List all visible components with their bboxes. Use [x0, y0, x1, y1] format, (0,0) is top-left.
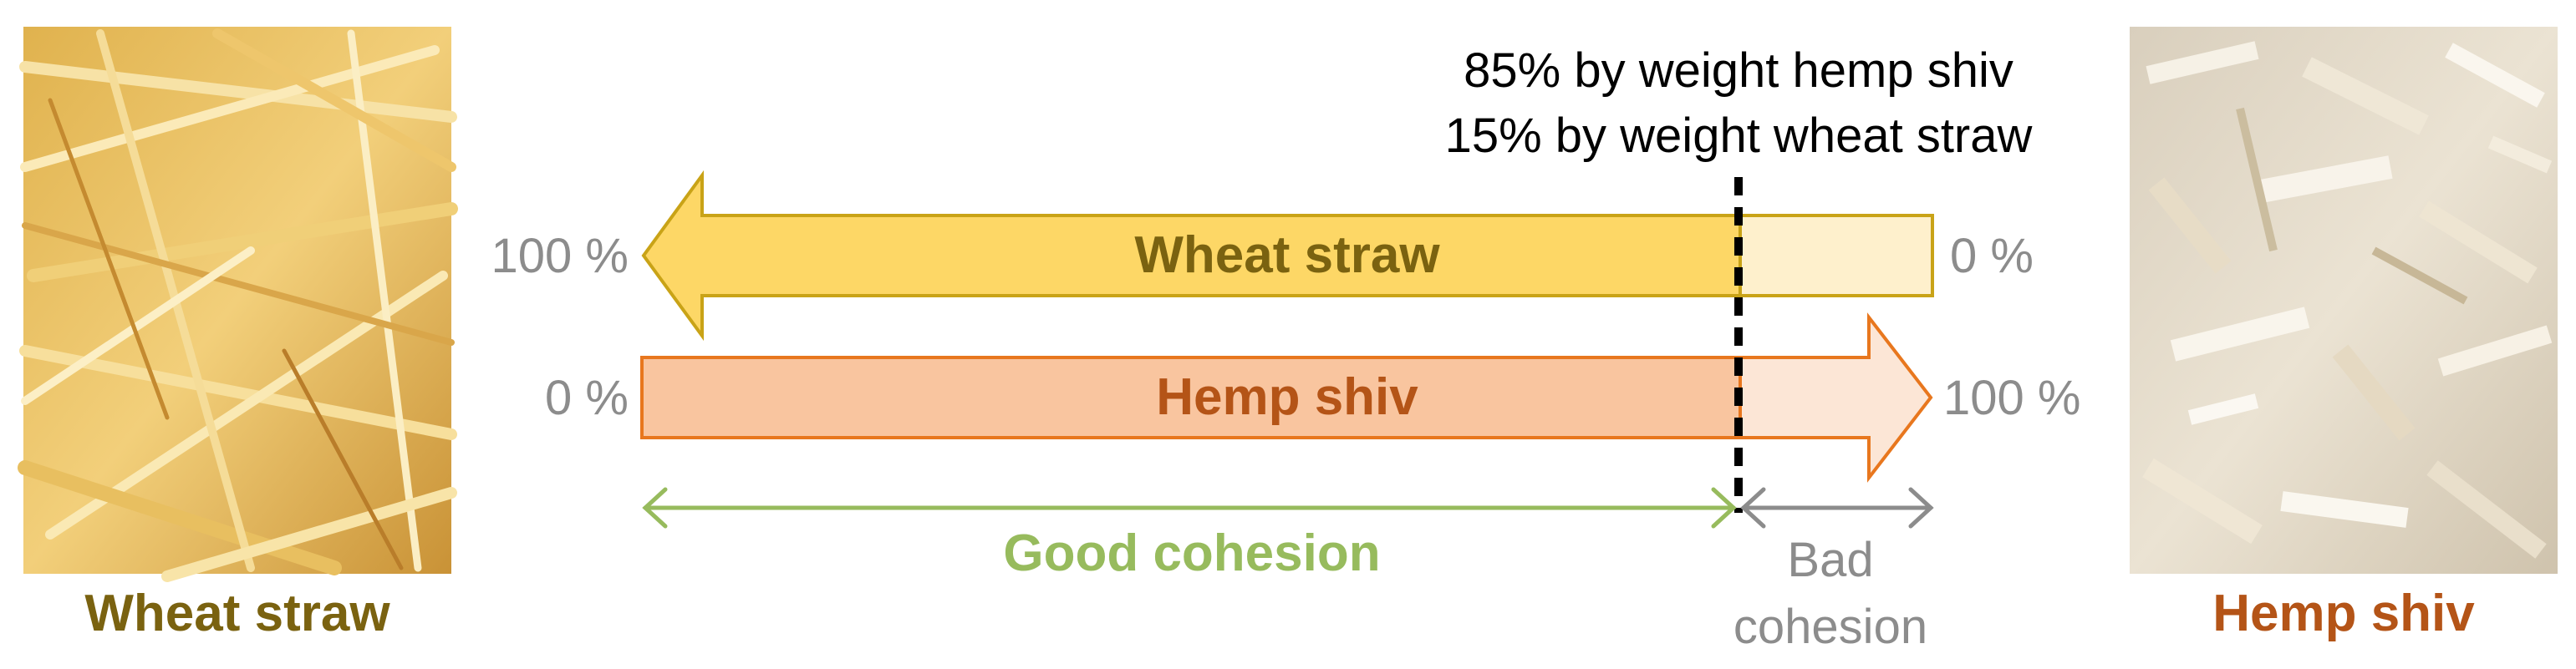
- wheat-arrow-remaining-segment: [1739, 214, 1934, 297]
- wheat-straw-caption: Wheat straw: [84, 585, 390, 642]
- hemp-arrow-remaining-segment: [1739, 312, 1933, 483]
- good-cohesion-label: Good cohesion: [1003, 525, 1380, 582]
- bad-cohesion-range: [1740, 487, 1934, 529]
- mix-note-line1: 85% by weight hemp shiv: [1464, 43, 2013, 98]
- wheat-right-percent: 0 %: [1950, 229, 2034, 283]
- hemp-shiv-photo: [2130, 27, 2558, 574]
- wheat-straw-arrow: Wheat straw: [641, 170, 1934, 342]
- wheat-left-percent: 100 %: [491, 229, 629, 283]
- hemp-right-percent: 100 %: [1943, 371, 2080, 425]
- hemp-shiv-arrow: Hemp shiv: [640, 312, 1933, 483]
- good-cohesion-range: [642, 487, 1737, 529]
- mix-note-line2: 15% by weight wheat straw: [1445, 109, 2034, 163]
- bad-cohesion-label-line2: cohesion: [1733, 600, 1927, 654]
- wheat-arrow-filled-segment: [641, 170, 1742, 342]
- hemp-left-percent: 0 %: [545, 371, 629, 425]
- bad-cohesion-label-line1: Bad: [1787, 533, 1873, 587]
- wheat-arrow-label: Wheat straw: [1134, 226, 1440, 284]
- hemp-shiv-caption: Hemp shiv: [2212, 585, 2475, 642]
- wheat-straw-photo: [18, 27, 458, 582]
- hemp-arrow-label: Hemp shiv: [1156, 368, 1418, 426]
